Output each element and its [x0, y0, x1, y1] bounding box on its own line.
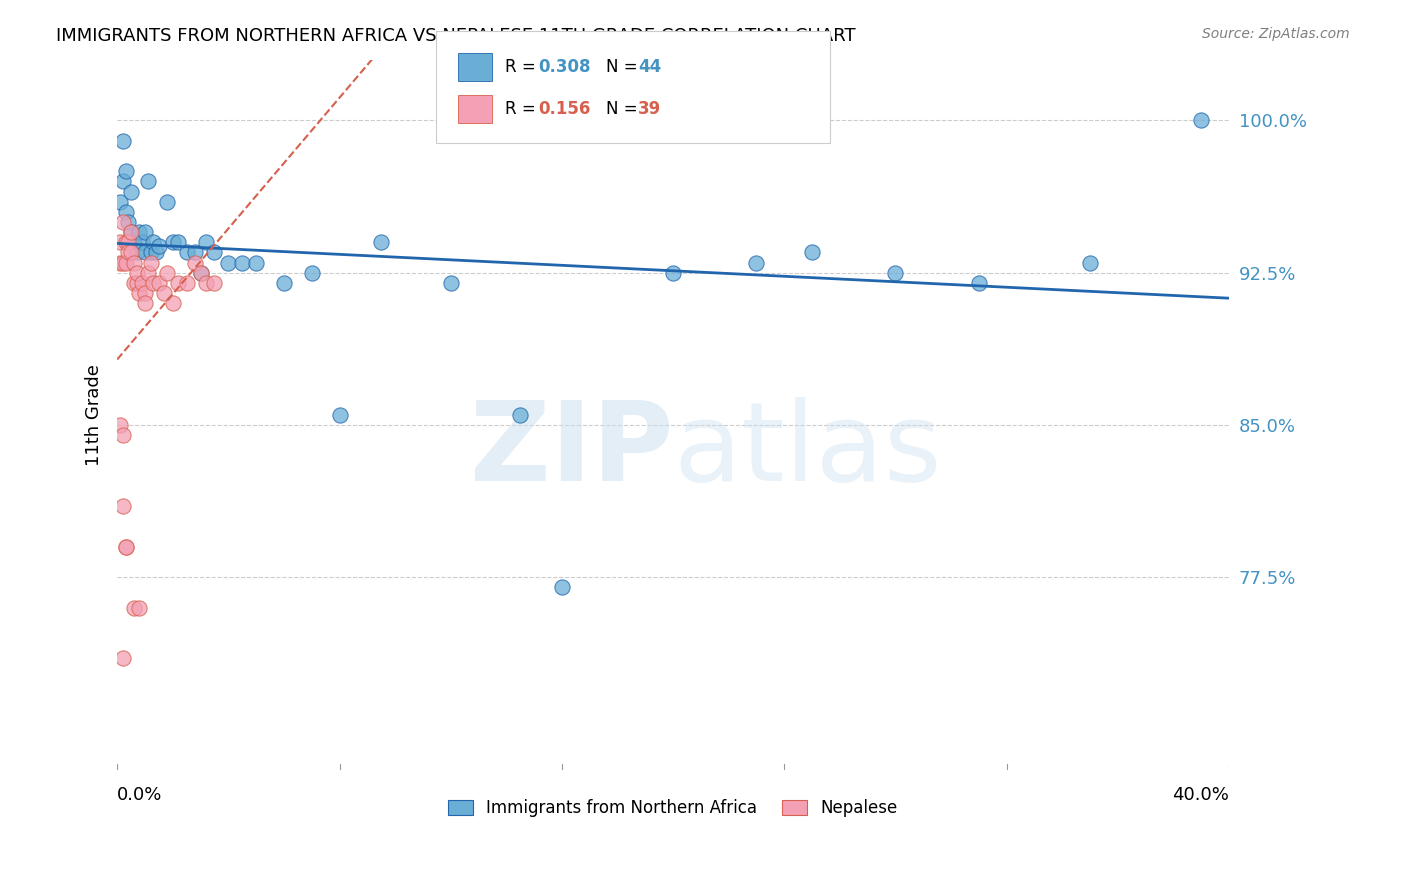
Point: [122, 235, 145, 250]
Point: [167, 276, 190, 290]
Point: [128, 285, 150, 300]
Text: 0.156: 0.156: [538, 100, 591, 118]
Y-axis label: 11th Grade: 11th Grade: [86, 364, 103, 466]
Text: ZIP: ZIP: [470, 397, 673, 504]
Point: [111, 651, 134, 665]
Text: Source: ZipAtlas.com: Source: ZipAtlas.com: [1202, 27, 1350, 41]
Point: [114, 204, 136, 219]
Point: [370, 235, 392, 250]
Point: [125, 266, 148, 280]
Point: [111, 428, 134, 442]
Point: [156, 266, 179, 280]
Point: [509, 408, 531, 422]
Point: [745, 255, 768, 269]
Text: 0.0%: 0.0%: [117, 786, 163, 805]
Point: [204, 245, 226, 260]
Point: [117, 215, 139, 229]
Point: [114, 255, 136, 269]
Point: [125, 276, 148, 290]
Point: [1078, 255, 1101, 269]
Point: [134, 285, 156, 300]
Point: [108, 417, 131, 432]
Point: [111, 134, 134, 148]
Point: [139, 245, 162, 260]
Point: [190, 266, 212, 280]
Point: [111, 215, 134, 229]
Text: 39: 39: [638, 100, 662, 118]
Point: [184, 255, 207, 269]
Text: R =: R =: [505, 100, 541, 118]
Point: [108, 194, 131, 209]
Point: [111, 499, 134, 513]
Point: [145, 245, 167, 260]
Point: [176, 276, 198, 290]
Point: [440, 276, 463, 290]
Point: [114, 164, 136, 178]
Point: [114, 540, 136, 554]
Point: [128, 600, 150, 615]
Point: [184, 245, 207, 260]
Point: [967, 276, 990, 290]
Point: [134, 245, 156, 260]
Point: [120, 245, 142, 260]
Point: [162, 296, 184, 310]
Point: [884, 266, 907, 280]
Point: [122, 255, 145, 269]
Point: [108, 235, 131, 250]
Point: [136, 174, 159, 188]
Point: [328, 408, 350, 422]
Point: [148, 276, 170, 290]
Point: [190, 266, 212, 280]
Point: [122, 600, 145, 615]
Text: 40.0%: 40.0%: [1173, 786, 1229, 805]
Point: [117, 245, 139, 260]
Point: [153, 285, 176, 300]
Point: [162, 235, 184, 250]
Point: [136, 266, 159, 280]
Point: [131, 276, 153, 290]
Point: [176, 245, 198, 260]
Point: [128, 225, 150, 239]
Point: [217, 255, 239, 269]
Point: [131, 235, 153, 250]
Point: [111, 255, 134, 269]
Point: [114, 235, 136, 250]
Point: [111, 174, 134, 188]
Text: 0.308: 0.308: [538, 58, 591, 76]
Point: [273, 276, 295, 290]
Point: [301, 266, 323, 280]
Text: N =: N =: [606, 58, 643, 76]
Text: R =: R =: [505, 58, 541, 76]
Point: [139, 255, 162, 269]
Point: [134, 225, 156, 239]
Point: [142, 235, 165, 250]
Point: [1189, 113, 1212, 128]
Point: [120, 185, 142, 199]
Legend: Immigrants from Northern Africa, Nepalese: Immigrants from Northern Africa, Nepales…: [440, 791, 907, 826]
Point: [125, 245, 148, 260]
Point: [117, 235, 139, 250]
Point: [120, 225, 142, 239]
Text: N =: N =: [606, 100, 643, 118]
Point: [167, 235, 190, 250]
Point: [551, 580, 574, 594]
Point: [108, 255, 131, 269]
Point: [195, 276, 218, 290]
Point: [120, 225, 142, 239]
Point: [156, 194, 179, 209]
Point: [142, 276, 165, 290]
Point: [662, 266, 685, 280]
Text: atlas: atlas: [673, 397, 942, 504]
Point: [195, 235, 218, 250]
Point: [114, 540, 136, 554]
Text: 44: 44: [638, 58, 662, 76]
Point: [231, 255, 253, 269]
Point: [134, 296, 156, 310]
Point: [148, 239, 170, 253]
Point: [204, 276, 226, 290]
Point: [245, 255, 267, 269]
Text: IMMIGRANTS FROM NORTHERN AFRICA VS NEPALESE 11TH GRADE CORRELATION CHART: IMMIGRANTS FROM NORTHERN AFRICA VS NEPAL…: [56, 27, 856, 45]
Point: [122, 276, 145, 290]
Point: [801, 245, 824, 260]
